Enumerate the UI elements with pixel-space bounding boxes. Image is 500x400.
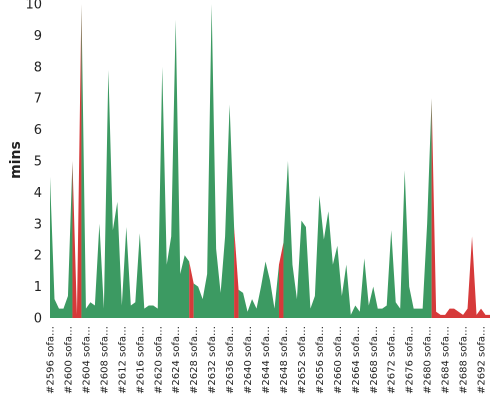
x-tick-label: #2652 sofa… <box>297 326 308 394</box>
x-tick-label: #2668 sofa… <box>369 326 380 394</box>
y-tick-label: 0 <box>34 312 42 327</box>
y-tick-label: 1 <box>34 280 42 295</box>
x-tick-label: #2624 sofa… <box>171 326 182 394</box>
plot-area <box>50 4 490 318</box>
x-tick-label: #2684 sofa… <box>441 326 452 394</box>
y-tick-label: 3 <box>34 217 42 232</box>
x-tick-label: #2672 sofa… <box>387 326 398 394</box>
y-tick-label: 10 <box>25 0 42 13</box>
x-tick-label: #2628 sofa… <box>189 326 200 394</box>
y-tick-label: 7 <box>34 92 42 107</box>
x-tick-label: #2664 sofa… <box>351 326 362 394</box>
success-area-segment <box>193 4 235 318</box>
y-tick-label: 9 <box>34 29 42 44</box>
x-tick-label: #2644 sofa… <box>261 326 272 394</box>
success-area-segment <box>238 261 279 318</box>
x-tick-label: #2636 sofa… <box>225 326 236 394</box>
success-area-segment <box>283 98 432 318</box>
x-tick-label: #2680 sofa… <box>423 326 434 394</box>
x-tick-label: #2656 sofa… <box>315 326 326 394</box>
y-axis-title: mins <box>8 141 24 179</box>
success-area-segment <box>81 4 190 318</box>
x-tick-label: #2600 sofa… <box>63 326 74 394</box>
x-tick-label: #2596 sofa… <box>46 326 57 394</box>
failed-area-segment <box>189 261 194 318</box>
y-tick-label: 5 <box>34 155 42 170</box>
x-tick-label: #2688 sofa… <box>459 326 470 394</box>
x-tick-label: #2676 sofa… <box>405 326 416 394</box>
x-tick-label: #2640 sofa… <box>243 326 254 394</box>
y-tick-label: 6 <box>34 123 42 138</box>
x-tick-label: #2692 sofa… <box>477 326 488 394</box>
failed-area-segment <box>431 98 490 318</box>
y-axis: 0 1 2 3 4 5 6 7 8 9 10 <box>25 0 42 327</box>
failed-area-segment <box>72 4 82 318</box>
failed-area-segment <box>234 226 239 318</box>
y-tick-label: 8 <box>34 60 42 75</box>
x-tick-label: #2612 sofa… <box>117 326 128 394</box>
x-tick-label: #2648 sofa… <box>279 326 290 394</box>
x-tick-label: #2608 sofa… <box>99 326 110 394</box>
success-area-segment <box>50 161 73 318</box>
x-tick-label: #2616 sofa… <box>135 326 146 394</box>
x-axis: #2596 sofa… #2600 sofa… #2604 sofa… #2608 s… <box>46 326 488 394</box>
x-tick-label: #2620 sofa… <box>153 326 164 394</box>
failed-area-segment <box>278 242 284 318</box>
x-tick-label: #2660 sofa… <box>333 326 344 394</box>
y-tick-label: 2 <box>34 249 42 264</box>
x-tick-label: #2632 sofa… <box>207 326 218 394</box>
y-tick-label: 4 <box>34 186 42 201</box>
x-tick-label: #2604 sofa… <box>81 326 92 394</box>
